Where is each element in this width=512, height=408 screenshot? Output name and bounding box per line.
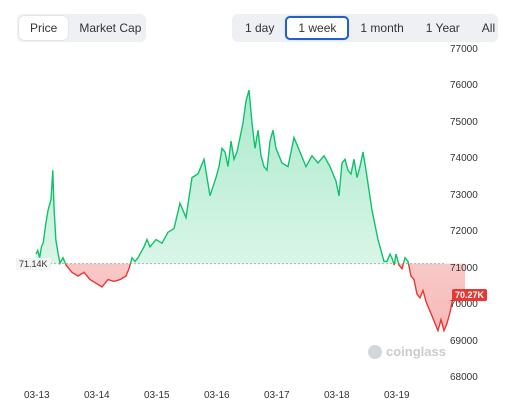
tab-price[interactable]: Price	[19, 16, 69, 40]
metric-toggle: Price Market Cap	[17, 14, 146, 42]
y-tick-label: 77000	[450, 44, 478, 55]
x-tick-label: 03-18	[324, 390, 350, 401]
y-tick-label: 76000	[450, 80, 478, 92]
x-tick-label: 03-17	[264, 390, 290, 401]
y-tick-label: 70000	[450, 299, 478, 311]
price-line-up	[35, 89, 410, 264]
y-tick-label: 72000	[450, 226, 478, 238]
tab-market-cap[interactable]: Market Cap	[79, 21, 142, 35]
area-above-baseline	[36, 90, 465, 264]
range-1-day[interactable]: 1 day	[245, 21, 275, 35]
x-tick-label: 03-14	[84, 390, 110, 401]
coinglass-logo-icon	[368, 344, 382, 359]
x-tick-label: 03-19	[384, 390, 410, 401]
range-toggle: 1 day 1 week 1 month 1 Year All	[232, 14, 498, 42]
y-tick-label: 68000	[450, 372, 478, 383]
area-below-baseline	[65, 263, 465, 331]
y-tick-label: 74000	[450, 153, 478, 165]
y-tick-label: 71000	[450, 262, 478, 274]
x-tick-label: 03-15	[144, 390, 170, 401]
range-1-week[interactable]: 1 week	[285, 16, 350, 40]
y-tick-label: 73000	[450, 189, 478, 201]
watermark: coinglass	[368, 344, 446, 359]
range-1-month[interactable]: 1 month	[360, 21, 404, 35]
range-1-year[interactable]: 1 Year	[425, 21, 460, 35]
x-tick-label: 03-16	[204, 390, 230, 401]
y-tick-label: 69000	[450, 335, 478, 347]
baseline-price-label: 71.14K	[16, 258, 51, 270]
watermark-text: coinglass	[386, 344, 446, 359]
price-line-down	[59, 263, 466, 333]
range-all[interactable]: All	[481, 21, 496, 35]
x-tick-label: 03-13	[24, 390, 50, 401]
current-price-label: 70.27K	[452, 289, 488, 301]
y-tick-label: 75000	[450, 116, 478, 128]
